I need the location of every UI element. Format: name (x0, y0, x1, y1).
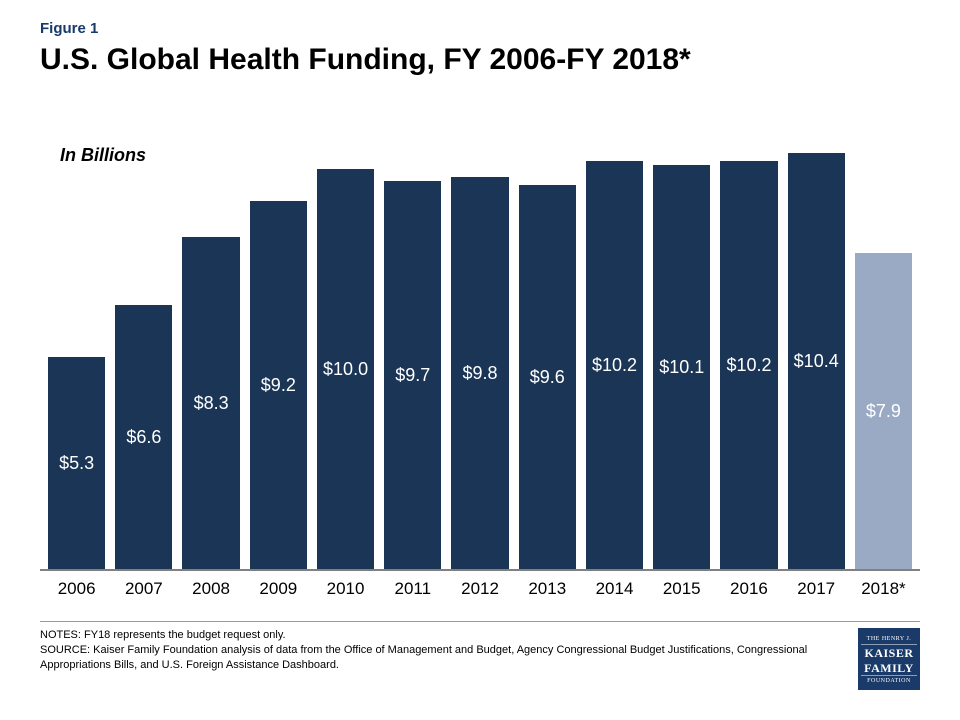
bar-column: $10.0 (317, 169, 374, 569)
bar-value-label: $10.2 (726, 355, 771, 376)
bar-column: $6.6 (115, 305, 172, 569)
bar: $10.1 (653, 165, 710, 569)
bar: $10.2 (720, 161, 777, 569)
x-axis-tick-label: 2007 (115, 573, 172, 603)
bar-column: $9.8 (451, 177, 508, 569)
logo-top-text: THE HENRY J. (861, 634, 917, 645)
bar: $9.2 (250, 201, 307, 569)
figure-label: Figure 1 (40, 20, 920, 37)
source-text: Kaiser Family Foundation analysis of dat… (40, 644, 807, 671)
bar-value-label: $6.6 (126, 427, 161, 448)
x-axis-tick-label: 2008 (182, 573, 239, 603)
x-axis-tick-label: 2014 (586, 573, 643, 603)
bar-value-label: $10.2 (592, 355, 637, 376)
bar-value-label: $9.2 (261, 375, 296, 396)
x-axis-tick-label: 2018* (855, 573, 912, 603)
notes-text: FY18 represents the budget request only. (81, 629, 286, 641)
footer: NOTES: FY18 represents the budget reques… (40, 628, 920, 690)
x-axis-tick-label: 2013 (519, 573, 576, 603)
x-axis-tick-label: 2017 (788, 573, 845, 603)
bar-column: $5.3 (48, 357, 105, 569)
bar-value-label: $10.0 (323, 359, 368, 380)
x-axis-tick-label: 2015 (653, 573, 710, 603)
bar-value-label: $7.9 (866, 401, 901, 422)
footnotes: NOTES: FY18 represents the budget reques… (40, 628, 838, 673)
bars-container: $5.3 $6.6 $8.3 $9.2 $10.0 $9.7 $9.8 $9.6 $10.2 $1… (40, 131, 920, 571)
bar-value-label: $9.7 (395, 365, 430, 386)
logo-mid1-text: KAISER (864, 645, 913, 660)
x-axis-tick-label: 2016 (720, 573, 777, 603)
bar: $10.0 (317, 169, 374, 569)
bar-value-label: $10.4 (794, 351, 839, 372)
logo-mid2-text: FAMILY (864, 660, 914, 675)
bar-column: $8.3 (182, 237, 239, 569)
bar-column: $7.9 (855, 253, 912, 569)
bar-column: $10.4 (788, 153, 845, 569)
bar: $5.3 (48, 357, 105, 569)
x-axis-tick-label: 2011 (384, 573, 441, 603)
bar: $9.7 (384, 181, 441, 569)
bar: $6.6 (115, 305, 172, 569)
bar-value-label: $8.3 (194, 393, 229, 414)
bar-column: $10.2 (720, 161, 777, 569)
x-axis-tick-label: 2010 (317, 573, 374, 603)
source-label: SOURCE: (40, 644, 90, 656)
bar: $9.8 (451, 177, 508, 569)
bar-column: $10.2 (586, 161, 643, 569)
chart-area: In Billions $5.3 $6.6 $8.3 $9.2 $10.0 $9.7 $9.… (40, 95, 920, 603)
bar-value-label: $9.8 (463, 363, 498, 384)
bar-column: $9.2 (250, 201, 307, 569)
x-axis-tick-label: 2009 (250, 573, 307, 603)
bar-column: $9.6 (519, 185, 576, 569)
bar-value-label: $10.1 (659, 357, 704, 378)
x-axis-tick-label: 2012 (451, 573, 508, 603)
bar: $8.3 (182, 237, 239, 569)
bar: $7.9 (855, 253, 912, 569)
y-axis-label: In Billions (60, 145, 146, 166)
x-axis-labels: 2006 2007 2008 2009 2010 2011 2012 2013 2014 2015… (40, 573, 920, 603)
notes-label: NOTES: (40, 629, 81, 641)
bar: $9.6 (519, 185, 576, 569)
x-axis-tick-label: 2006 (48, 573, 105, 603)
bar: $10.2 (586, 161, 643, 569)
bar-column: $10.1 (653, 165, 710, 569)
chart-title: U.S. Global Health Funding, FY 2006-FY 2… (40, 43, 920, 77)
footer-divider (40, 621, 920, 622)
kff-logo: THE HENRY J. KAISER FAMILY FOUNDATION (858, 628, 920, 690)
bar-value-label: $9.6 (530, 367, 565, 388)
logo-bot-text: FOUNDATION (861, 675, 917, 684)
bar: $10.4 (788, 153, 845, 569)
bar-value-label: $5.3 (59, 453, 94, 474)
bar-column: $9.7 (384, 181, 441, 569)
